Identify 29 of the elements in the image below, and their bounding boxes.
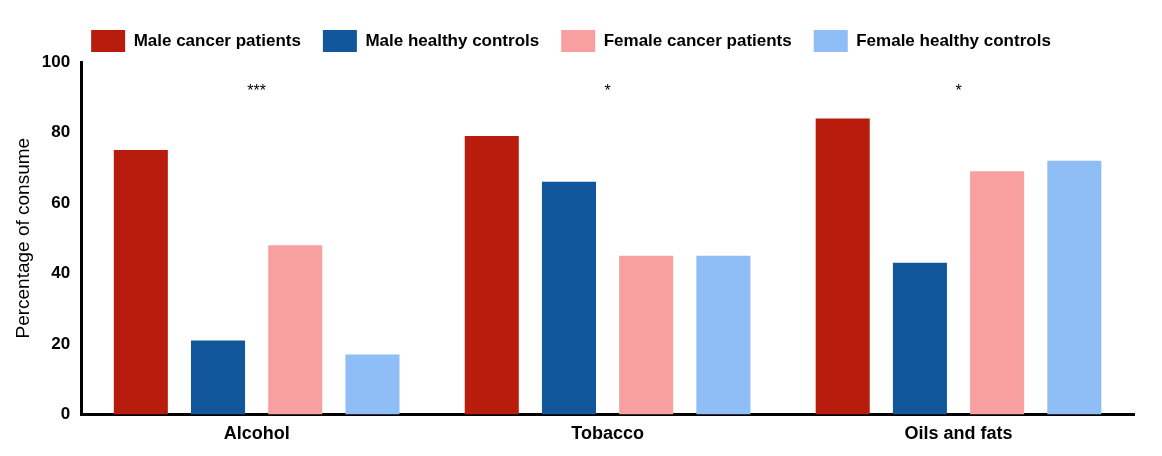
y-tick-label: 0 xyxy=(60,404,71,424)
x-tick-label: Alcohol xyxy=(223,423,290,444)
y-tick-label: 100 xyxy=(41,51,71,71)
bar xyxy=(696,255,751,415)
bar xyxy=(970,171,1025,415)
bar xyxy=(268,245,323,415)
bar xyxy=(113,150,168,415)
bar xyxy=(892,262,947,415)
bar xyxy=(191,340,246,415)
y-tick-label: 80 xyxy=(51,122,71,142)
y-axis-title: Percentage of consume xyxy=(11,137,33,339)
x-tick-label: Tobacco xyxy=(571,423,644,444)
bar xyxy=(464,136,519,415)
bar xyxy=(345,354,400,415)
y-tick-label: 40 xyxy=(51,263,71,283)
y-tick-label: 60 xyxy=(51,192,71,212)
y-tick-label: 20 xyxy=(51,333,71,353)
bar xyxy=(1047,160,1102,415)
bar xyxy=(541,181,596,415)
legend-label: Male healthy controls xyxy=(365,30,540,50)
annotation: *** xyxy=(247,82,266,100)
annotation: * xyxy=(604,82,611,100)
annotation: * xyxy=(955,82,962,100)
bar xyxy=(619,255,674,415)
legend-label: Female healthy controls xyxy=(856,30,1051,50)
legend-label: Male cancer patients xyxy=(133,30,301,50)
legend-label: Female cancer patients xyxy=(603,30,792,50)
x-tick-label: Oils and fats xyxy=(904,423,1013,444)
bar xyxy=(815,118,870,415)
